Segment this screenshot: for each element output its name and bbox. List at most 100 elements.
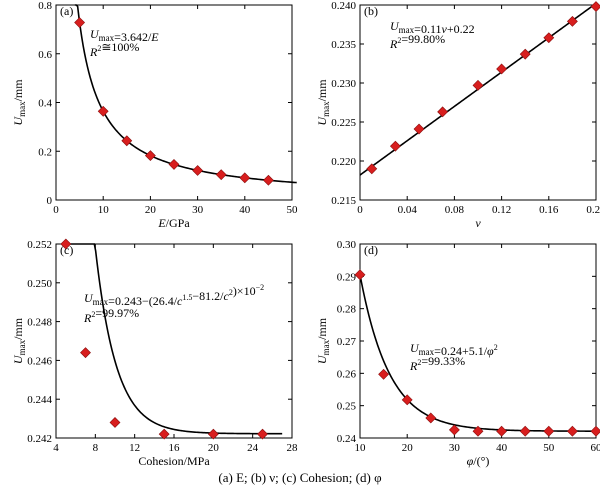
y-tick-label: 0.225 — [331, 117, 356, 129]
x-tick-label: 10 — [355, 442, 367, 454]
y-tick-label: 0.4 — [38, 98, 52, 110]
plot-frame — [359, 243, 597, 439]
y-axis-label: Umax/mm — [315, 317, 331, 364]
x-tick-label: 24 — [247, 442, 259, 454]
fit-equation: Umax=0.243−(26.4/c1.5−81.2/c2)×10−2 — [84, 283, 264, 308]
x-tick-label: 50 — [287, 204, 299, 216]
fit-equation: Umax=3.642/E — [90, 27, 159, 44]
figure-caption: (a) E; (b) ν; (c) Cohesion; (d) φ — [218, 470, 382, 485]
x-tick-label: 12 — [129, 442, 140, 454]
data-point — [472, 425, 484, 437]
x-tick-label: 0.12 — [492, 204, 511, 216]
y-tick-label: 0.252 — [27, 239, 52, 251]
x-tick-label: 0 — [53, 204, 59, 216]
x-axis-label: ν — [475, 216, 481, 230]
r-squared: R2=99.80% — [389, 32, 445, 51]
x-axis-label: Cohesion/MPa — [138, 454, 210, 468]
y-tick-label: 0.244 — [27, 394, 52, 406]
data-point — [401, 394, 413, 406]
x-tick-label: 30 — [192, 204, 204, 216]
data-point — [74, 17, 86, 28]
y-tick-label: 0.230 — [331, 78, 356, 90]
y-tick-label: 0.6 — [38, 49, 52, 61]
r-squared: R2=99.33% — [409, 354, 465, 373]
x-tick-label: 8 — [93, 442, 99, 454]
y-tick-label: 0.8 — [38, 0, 52, 12]
fit-curve — [64, 243, 283, 435]
plot-frame — [359, 4, 597, 201]
data-point — [262, 174, 274, 186]
x-tick-label: 20 — [208, 442, 220, 454]
data-point — [215, 169, 227, 181]
x-tick-label: 0.20 — [586, 204, 600, 216]
data-point — [158, 428, 170, 440]
fit-equation: Umax=0.11ν+0.22 — [390, 19, 475, 36]
x-tick-label: 10 — [98, 204, 110, 216]
data-point — [121, 135, 133, 147]
y-tick-label: 0 — [47, 195, 53, 207]
data-point — [590, 425, 600, 437]
data-point — [472, 79, 484, 91]
x-tick-label: 0.04 — [398, 204, 418, 216]
x-tick-label: 28 — [287, 442, 299, 454]
data-point — [543, 425, 555, 437]
data-point — [425, 412, 437, 424]
y-tick-label: 0.250 — [27, 278, 52, 290]
panel-label: (a) — [60, 4, 73, 18]
panel-b: 0 0.04 0.08 0.12 0.16 0.20 0.215 0.220 0.225 0.23… — [315, 0, 600, 230]
x-tick-label: 4 — [53, 442, 59, 454]
data-point — [413, 123, 425, 135]
y-tick-label: 0.27 — [337, 336, 357, 348]
r-squared: R2=99.97% — [83, 306, 139, 325]
data-point — [97, 105, 109, 117]
y-tick-label: 0.28 — [337, 304, 357, 316]
y-tick-label: 0.26 — [337, 368, 357, 380]
data-point — [168, 158, 180, 170]
x-tick-label: 0 — [357, 204, 363, 216]
data-point — [207, 428, 219, 440]
x-tick-label: 20 — [145, 204, 157, 216]
r-squared: R2≅100% — [89, 40, 139, 59]
data-point — [354, 269, 366, 281]
data-point — [389, 140, 401, 152]
data-point — [257, 428, 268, 440]
x-tick-label: 0.16 — [539, 204, 559, 216]
data-point — [437, 106, 449, 118]
x-tick-label: 30 — [449, 442, 461, 454]
panel-label: (b) — [364, 4, 378, 18]
y-tick-label: 0.235 — [331, 39, 356, 51]
data-point — [239, 172, 251, 184]
y-tick-label: 0.2 — [38, 146, 52, 158]
y-tick-label: 0.248 — [27, 317, 52, 329]
data-point — [519, 425, 531, 437]
x-tick-label: 16 — [169, 442, 181, 454]
data-point — [590, 1, 600, 12]
x-tick-label: 40 — [239, 204, 251, 216]
x-axis-label: φ/(°) — [467, 454, 490, 468]
panel-d: 10 20 30 40 50 60 0.24 0.25 0.26 0.27 0.28 0.29 0.30… — [315, 239, 600, 468]
y-tick-label: 0.30 — [337, 239, 357, 251]
y-tick-label: 0.25 — [337, 401, 357, 413]
panel-c: 4 8 12 16 20 24 28 0.242 0.244 0.246 0.248 0.250 0.2… — [11, 238, 299, 468]
y-tick-label: 0.246 — [27, 355, 52, 367]
data-point — [543, 32, 555, 44]
data-point — [366, 163, 378, 175]
y-tick-label: 0.220 — [331, 156, 356, 168]
data-point — [496, 63, 508, 75]
data-point — [378, 368, 390, 380]
y-tick-label: 0.242 — [27, 433, 52, 445]
panel-a: 0 10 20 30 40 50 0 0.2 0.4 0.6 0.8 E/GPa Umax/mm (a) U… — [11, 0, 298, 230]
y-axis-label: Umax/mm — [11, 79, 27, 126]
x-tick-label: 20 — [402, 442, 414, 454]
figure-canvas: 0 10 20 30 40 5000.20.40.60.8E/GPaUmax/mm(a)U… — [11, 0, 600, 468]
data-point — [448, 424, 460, 436]
plot-frame — [55, 243, 293, 439]
data-point — [80, 347, 91, 359]
data-point — [192, 165, 204, 176]
data-point — [496, 425, 508, 437]
data-point — [109, 417, 121, 428]
x-tick-label: 60 — [591, 442, 600, 454]
data-point — [566, 15, 578, 27]
y-tick-label: 0.240 — [331, 0, 356, 12]
x-tick-label: 50 — [543, 442, 555, 454]
